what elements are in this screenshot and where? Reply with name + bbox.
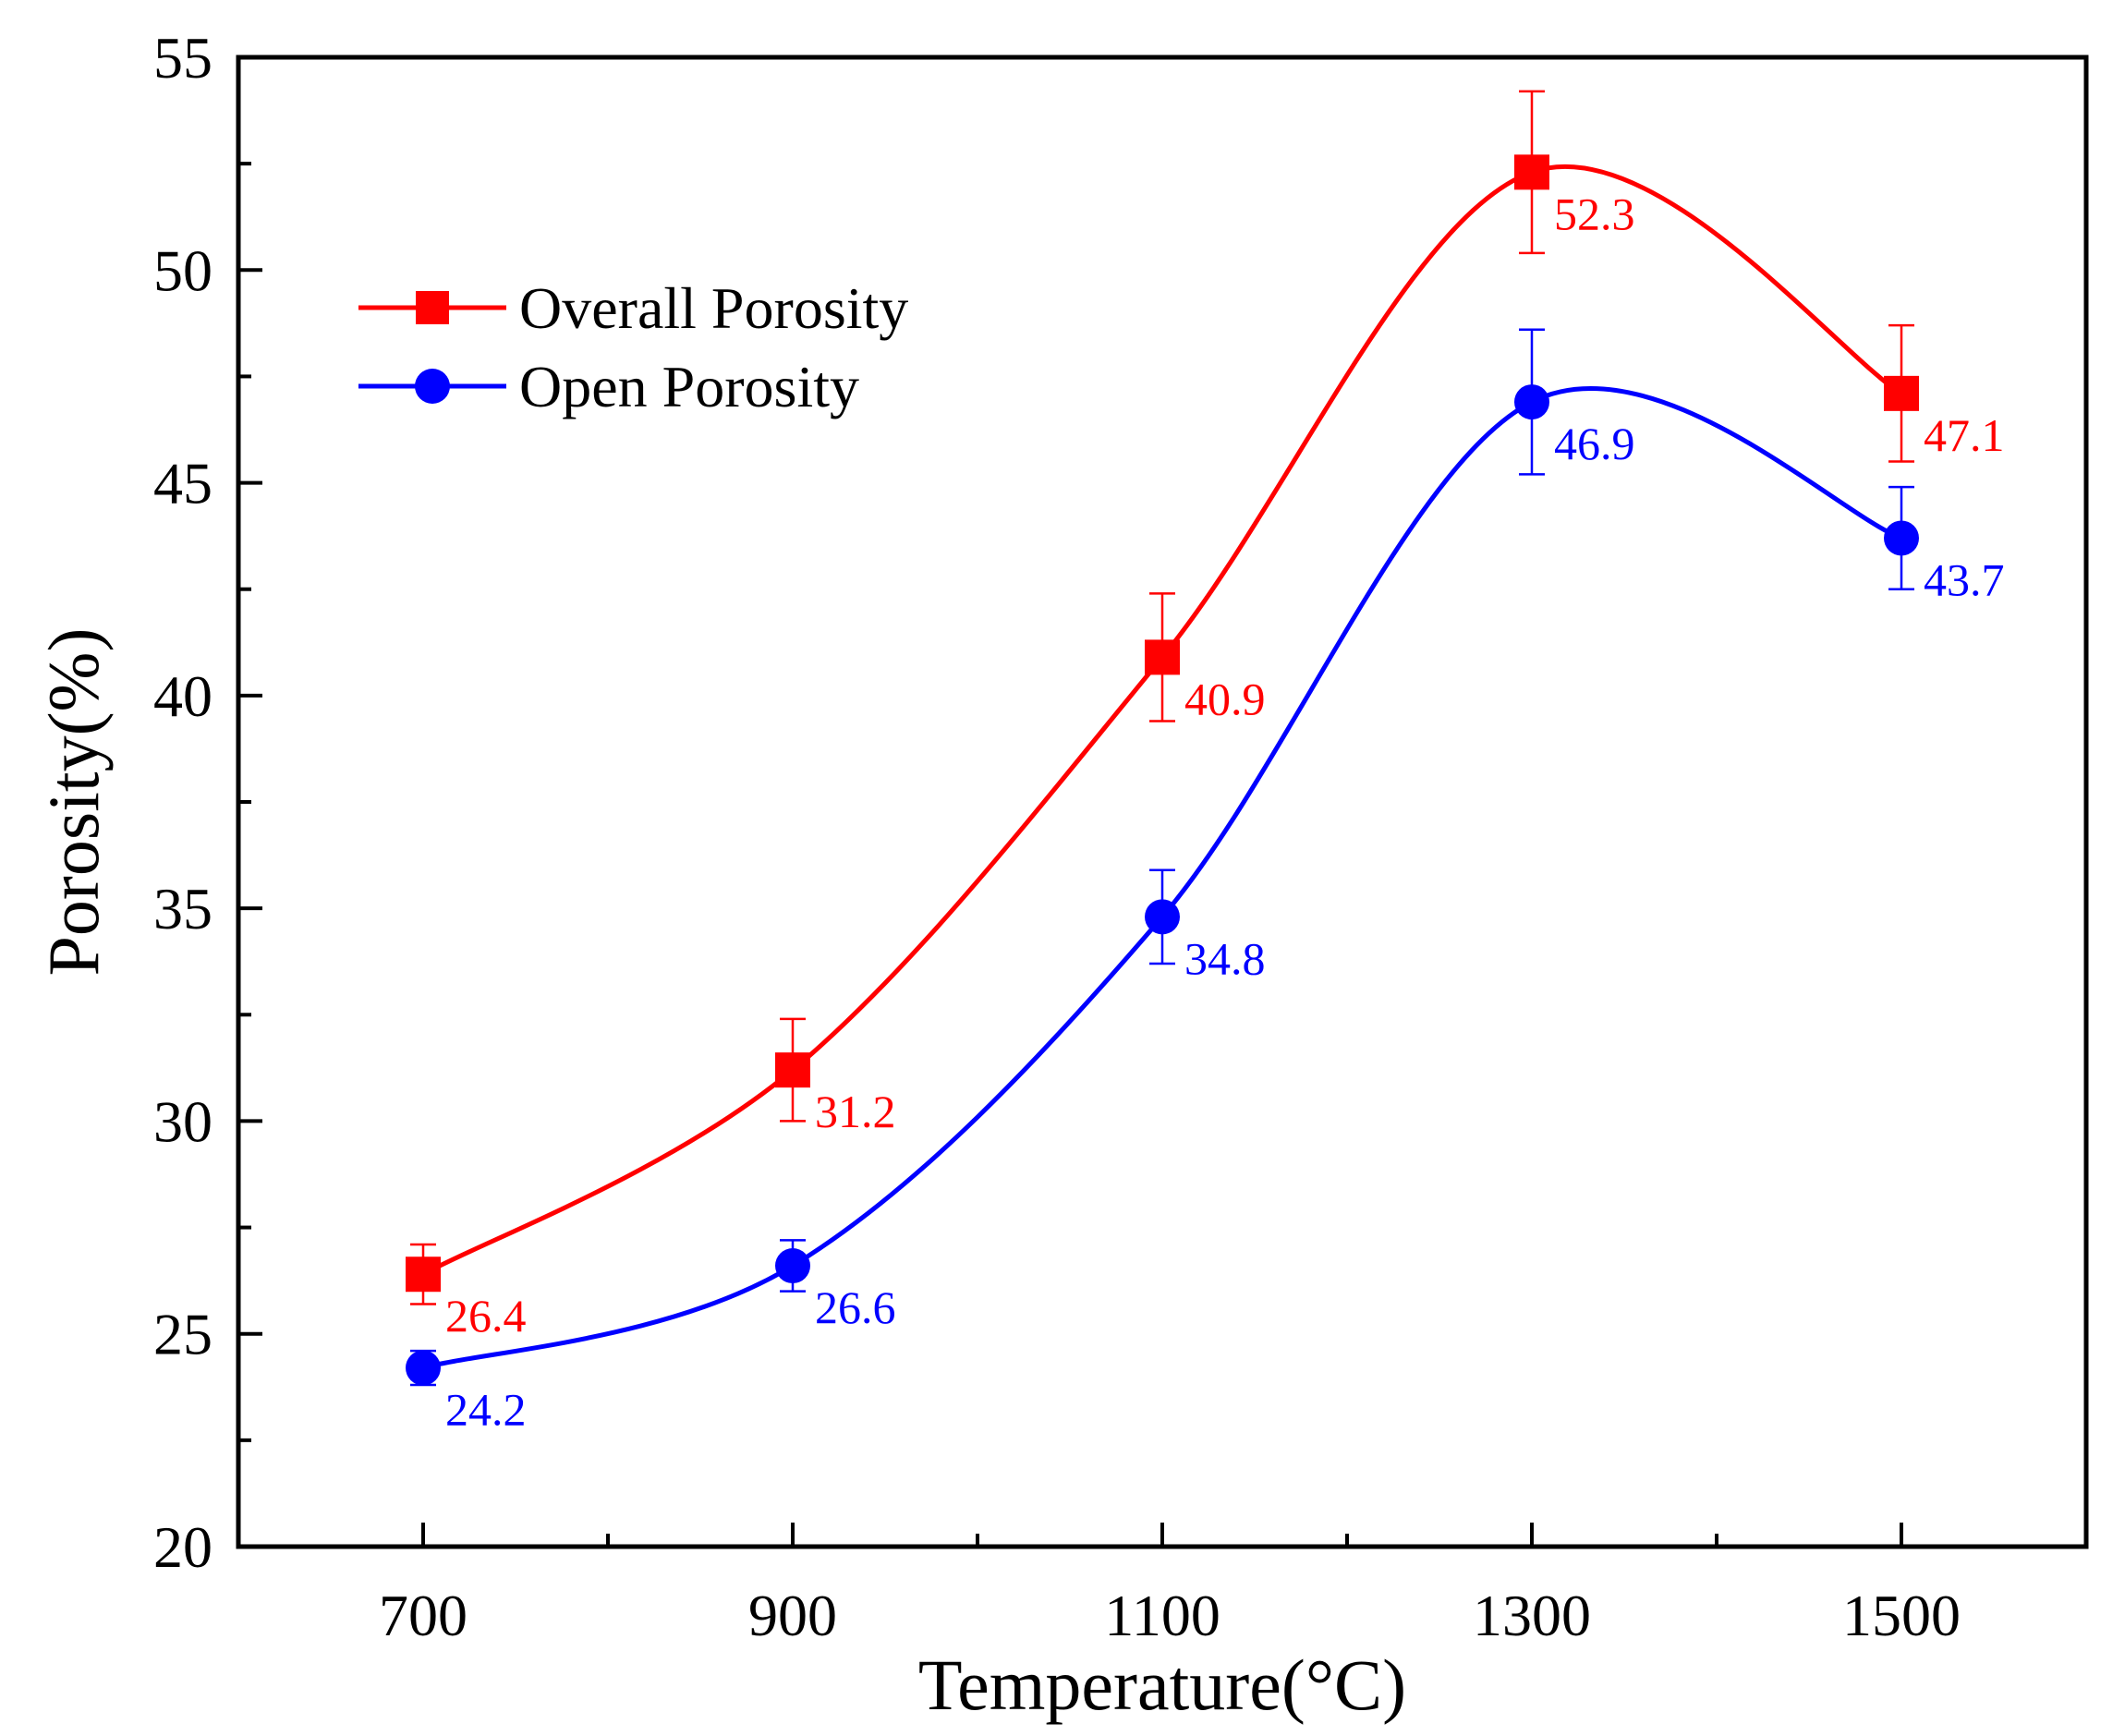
data-label-overall: 26.4 <box>445 1290 527 1341</box>
data-label-overall: 52.3 <box>1554 188 1635 239</box>
y-tick-label: 25 <box>153 1302 212 1367</box>
data-label-open: 34.8 <box>1184 932 1266 984</box>
marker-overall <box>775 1052 810 1088</box>
marker-overall <box>1145 639 1180 675</box>
legend-label-open: Open Porosity <box>519 354 859 419</box>
legend: Overall Porosity Open Porosity <box>358 275 908 419</box>
legend-label-overall: Overall Porosity <box>519 275 908 341</box>
x-tick-label: 900 <box>748 1583 837 1648</box>
y-tick-label: 45 <box>153 451 212 516</box>
marker-open <box>1145 899 1180 935</box>
data-markers <box>406 154 1919 1386</box>
y-axis-title: Porosity(%) <box>33 628 114 977</box>
legend-marker-open <box>415 369 450 404</box>
y-tick-label: 20 <box>153 1514 212 1580</box>
marker-open <box>1514 384 1549 420</box>
y-tick-label: 35 <box>153 876 212 941</box>
x-axis-title: Temperature(°C) <box>918 1645 1406 1725</box>
series-line-open <box>422 386 1902 1370</box>
x-tick-label: 700 <box>379 1583 468 1648</box>
data-label-overall: 31.2 <box>815 1086 896 1137</box>
marker-open <box>1884 520 1919 556</box>
data-label-open: 26.6 <box>815 1281 896 1333</box>
y-tick-label: 30 <box>153 1088 212 1154</box>
data-labels: 26.4 31.2 40.9 52.3 47.1 24.2 26.6 34.8 46.9 43.7 <box>445 188 2005 1435</box>
data-label-open: 46.9 <box>1554 418 1635 469</box>
y-tick-label: 40 <box>153 663 212 729</box>
tick-labels: 700 900 1100 1300 1500 20 25 30 35 40 45 50 55 <box>153 25 1961 1648</box>
y-tick-label: 50 <box>153 237 212 303</box>
data-label-open: 24.2 <box>445 1384 527 1436</box>
marker-overall <box>406 1256 441 1293</box>
legend-marker-overall <box>416 291 449 324</box>
x-tick-label: 1300 <box>1473 1583 1591 1648</box>
data-label-open: 43.7 <box>1924 553 2005 605</box>
data-label-overall: 40.9 <box>1184 673 1266 724</box>
plot-frame <box>236 55 2089 1549</box>
marker-open <box>406 1350 441 1386</box>
data-label-overall: 47.1 <box>1924 409 2005 461</box>
marker-open <box>775 1248 810 1284</box>
series-curves <box>421 164 1903 1370</box>
x-tick-label: 1100 <box>1104 1583 1220 1648</box>
marker-overall <box>1514 154 1549 190</box>
x-tick-label: 1500 <box>1842 1583 1961 1648</box>
y-tick-label: 55 <box>153 25 212 91</box>
marker-overall <box>1884 375 1919 411</box>
